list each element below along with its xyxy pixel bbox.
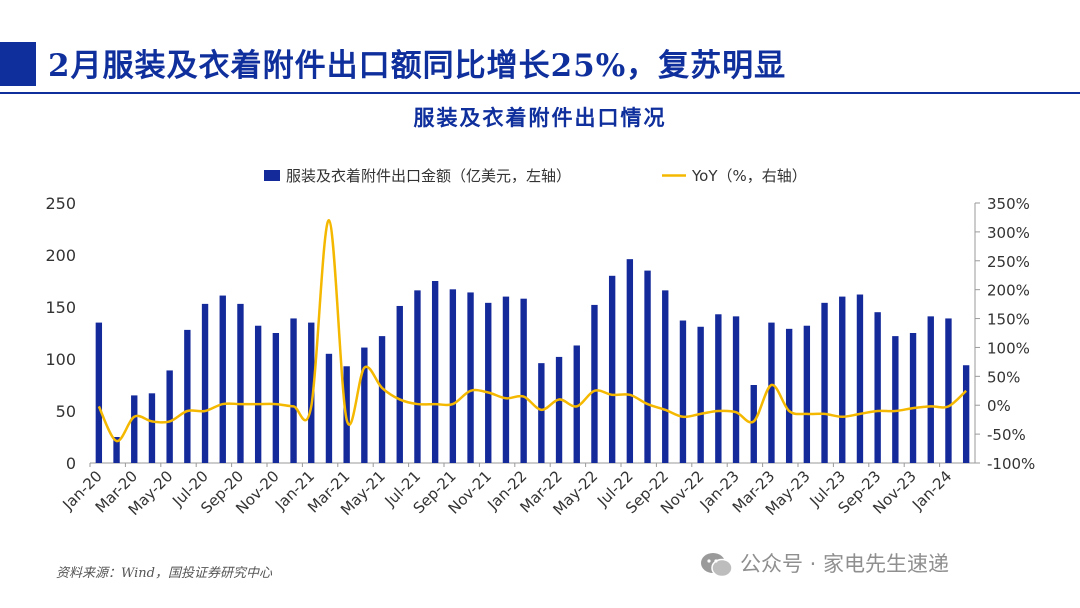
left-axis-label: 50 — [56, 402, 76, 421]
bar-Dec-20 — [290, 318, 297, 463]
bar-Apr-23 — [785, 328, 793, 463]
bar-Jan-22 — [520, 298, 527, 463]
title-divider — [0, 92, 1080, 94]
bar-Jan-20 — [95, 322, 103, 463]
page-title: 2月服装及衣着附件出口额同比增长25%，复苏明显 — [48, 48, 787, 84]
bar-Oct-21 — [467, 292, 474, 463]
left-axis-label: 100 — [45, 350, 76, 369]
right-axis-label: 300% — [987, 224, 1030, 242]
left-axis-label: 150 — [45, 298, 76, 317]
bar-Apr-22 — [573, 345, 580, 463]
bar-Dec-21 — [502, 296, 510, 463]
bar-Jun-23 — [821, 302, 828, 463]
bar-Feb-23 — [750, 385, 757, 463]
bar-Nov-20 — [272, 333, 280, 463]
bar-Dec-22 — [715, 314, 722, 463]
legend-bar-swatch — [264, 170, 280, 181]
bar-Mar-23 — [768, 322, 775, 463]
bar-Dec-23 — [927, 316, 934, 463]
x-axis-label: Jan-24 — [908, 467, 955, 514]
bar-series — [95, 259, 970, 463]
bar-Jun-20 — [184, 329, 191, 463]
bar-Feb-20 — [113, 437, 120, 463]
right-axis-label: 100% — [987, 339, 1030, 357]
watermark-text: 公众号 · 家电先生速递 — [740, 552, 950, 576]
right-axis-label: 200% — [987, 282, 1030, 300]
bar-Nov-23 — [909, 333, 917, 463]
left-axis-label: 0 — [66, 454, 76, 473]
bar-Jul-22 — [626, 259, 634, 463]
bar-May-22 — [591, 304, 598, 463]
bar-Mar-22 — [555, 356, 563, 463]
bar-Jun-22 — [608, 275, 616, 463]
bar-Mar-20 — [131, 395, 138, 463]
bar-Oct-22 — [679, 320, 687, 463]
title-accent-bar — [0, 42, 36, 86]
bar-Oct-20 — [254, 325, 262, 463]
bar-Jun-21 — [396, 305, 403, 463]
bar-May-20 — [166, 370, 173, 463]
right-axis-label: -100% — [987, 455, 1035, 473]
right-axis-label: 0% — [987, 397, 1011, 415]
legend-line-label: YoY（%，右轴） — [691, 167, 807, 185]
bar-Aug-21 — [431, 281, 439, 463]
watermark: 公众号 · 家电先生速递 — [700, 548, 949, 579]
bar-Sep-22 — [662, 290, 669, 463]
bar-Nov-21 — [485, 302, 492, 463]
bar-Apr-20 — [148, 393, 156, 463]
left-axis-label: 250 — [45, 194, 76, 213]
bar-Sep-20 — [237, 303, 244, 463]
bar-Sep-23 — [874, 312, 881, 463]
right-axis-label: -50% — [987, 426, 1026, 444]
chart-legend: 服装及衣着附件出口金额（亿美元，左轴） YoY（%，右轴） — [264, 167, 807, 185]
bar-Jul-20 — [201, 303, 209, 463]
bar-May-21 — [378, 336, 386, 463]
bar-Apr-21 — [361, 347, 368, 463]
chart-title: 服装及衣着附件出口情况 — [413, 105, 667, 130]
bar-Feb-22 — [538, 363, 545, 463]
bar-Jan-23 — [732, 316, 740, 463]
bar-Sep-21 — [449, 289, 457, 463]
right-axis-label: 50% — [987, 368, 1020, 386]
bar-Aug-23 — [856, 294, 864, 463]
legend-bar-label: 服装及衣着附件出口金额（亿美元，左轴） — [286, 167, 571, 185]
bar-Aug-20 — [219, 295, 226, 463]
bar-Aug-22 — [644, 270, 651, 463]
bar-Jul-23 — [839, 296, 846, 463]
right-axis-label: 250% — [987, 253, 1030, 271]
right-axis-label: 350% — [987, 195, 1030, 213]
yoy-line — [97, 219, 968, 443]
bar-Jul-21 — [414, 290, 421, 463]
bar-Feb-24 — [962, 365, 970, 463]
bar-Jan-24 — [945, 318, 952, 463]
bar-May-23 — [803, 325, 811, 463]
bar-Nov-22 — [697, 326, 704, 463]
tick-labels: 0 50 100 150 200 250 -100% -50% 0% 50% 100% 150% 200… — [45, 194, 1035, 519]
bar-Feb-21 — [325, 353, 333, 463]
left-axis-label: 200 — [45, 246, 76, 265]
source-note: 资料来源：Wind，国投证券研究中心 — [56, 566, 272, 581]
bar-Oct-23 — [892, 336, 899, 463]
right-axis-label: 150% — [987, 311, 1030, 329]
bar-Jan-21 — [308, 322, 315, 463]
wechat-icon — [701, 553, 733, 578]
yoy-line-series — [97, 219, 968, 443]
